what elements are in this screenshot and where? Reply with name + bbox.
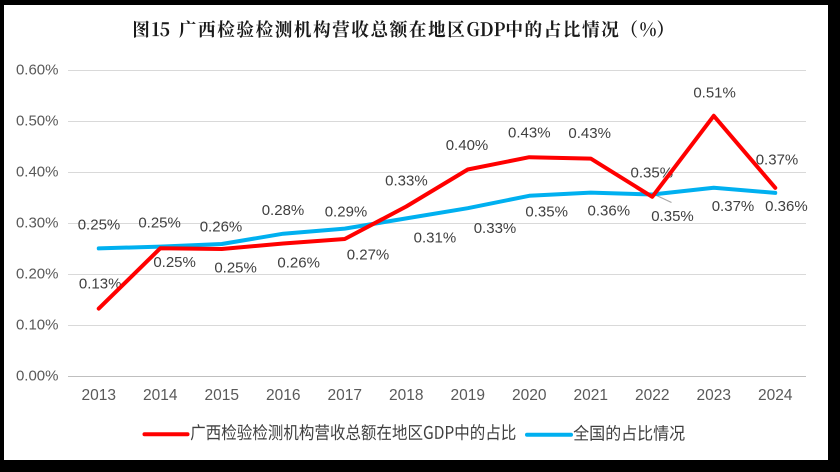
svg-text:2020: 2020 — [512, 387, 547, 404]
svg-text:0.37%: 0.37% — [756, 152, 799, 169]
svg-text:0.60%: 0.60% — [16, 61, 59, 78]
svg-text:0.51%: 0.51% — [693, 85, 736, 102]
svg-text:0.27%: 0.27% — [347, 246, 390, 263]
svg-text:0.25%: 0.25% — [78, 216, 121, 233]
svg-text:2024: 2024 — [758, 387, 793, 404]
svg-text:0.13%: 0.13% — [79, 276, 122, 293]
svg-text:0.35%: 0.35% — [651, 208, 694, 225]
svg-text:0.43%: 0.43% — [508, 125, 551, 142]
svg-text:0.37%: 0.37% — [712, 198, 755, 215]
svg-text:0.29%: 0.29% — [325, 204, 368, 221]
svg-text:0.33%: 0.33% — [474, 220, 517, 237]
svg-text:0.35%: 0.35% — [525, 204, 568, 221]
svg-text:0.30%: 0.30% — [16, 214, 59, 231]
svg-text:0.20%: 0.20% — [16, 265, 59, 282]
svg-text:0.36%: 0.36% — [588, 203, 631, 220]
svg-text:0.35%: 0.35% — [631, 164, 674, 181]
svg-text:0.40%: 0.40% — [16, 163, 59, 180]
svg-text:0.10%: 0.10% — [16, 316, 59, 333]
svg-text:0.00%: 0.00% — [16, 367, 59, 384]
svg-text:0.31%: 0.31% — [414, 229, 457, 246]
svg-text:0.50%: 0.50% — [16, 112, 59, 129]
svg-text:2013: 2013 — [82, 387, 116, 404]
svg-text:2021: 2021 — [574, 387, 608, 404]
svg-text:0.26%: 0.26% — [200, 219, 243, 236]
svg-text:2016: 2016 — [266, 387, 300, 404]
svg-text:0.28%: 0.28% — [262, 202, 305, 219]
svg-text:2023: 2023 — [697, 387, 731, 404]
svg-text:0.36%: 0.36% — [765, 198, 808, 215]
svg-text:2018: 2018 — [389, 387, 423, 404]
svg-text:0.43%: 0.43% — [568, 125, 611, 142]
svg-text:2017: 2017 — [328, 387, 362, 404]
svg-text:0.40%: 0.40% — [446, 137, 489, 154]
svg-text:2015: 2015 — [205, 387, 239, 404]
svg-text:0.26%: 0.26% — [277, 255, 320, 272]
svg-text:2014: 2014 — [143, 387, 178, 404]
svg-text:2019: 2019 — [451, 387, 485, 404]
svg-text:0.25%: 0.25% — [153, 254, 196, 271]
svg-text:2022: 2022 — [635, 387, 669, 404]
svg-text:0.25%: 0.25% — [214, 260, 257, 277]
svg-text:0.33%: 0.33% — [385, 173, 428, 190]
svg-text:0.25%: 0.25% — [138, 214, 181, 231]
